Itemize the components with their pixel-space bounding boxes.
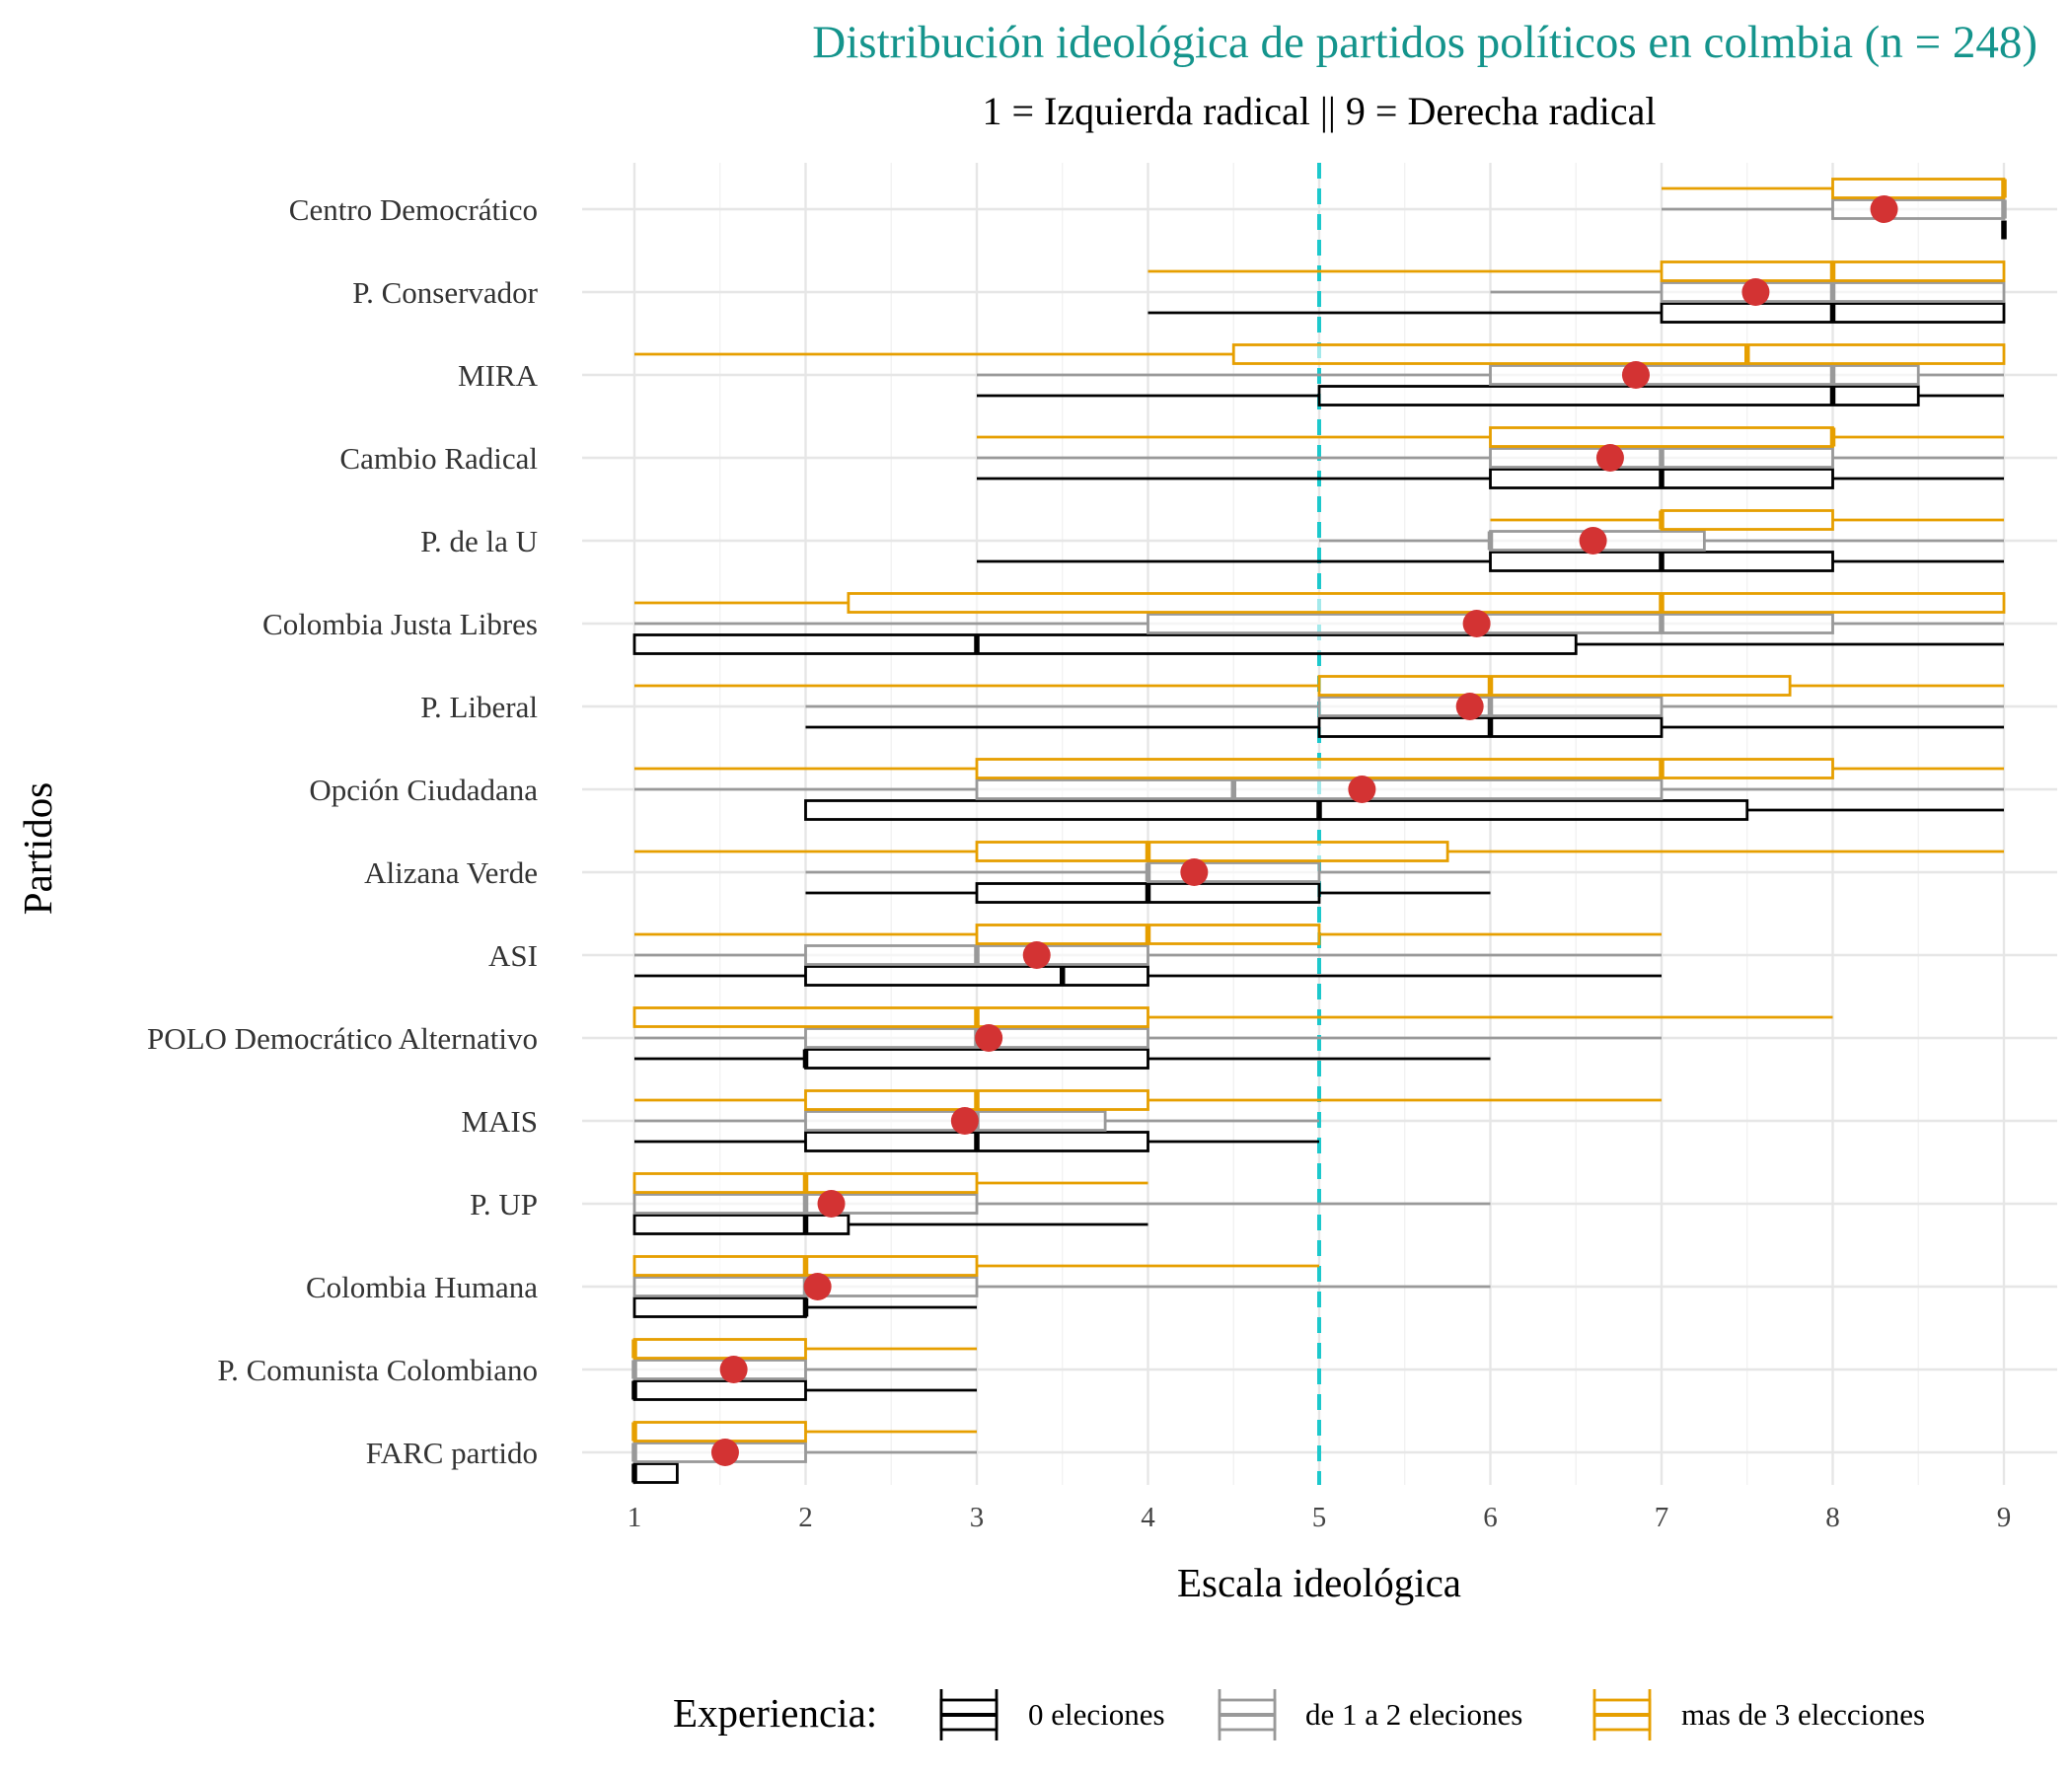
legend-entry: mas de 3 elecciones: [1592, 1689, 1925, 1740]
x-tick-label: 7: [1655, 1502, 1669, 1533]
mean-point: [710, 1439, 739, 1466]
party-labels: Centro Democrático P. Conservador MIRA Camb…: [147, 192, 539, 1470]
party-label: Alizana Verde: [364, 855, 538, 890]
mean-point: [1621, 361, 1650, 389]
box: [804, 965, 1149, 987]
party-boxplot-group: [634, 758, 2004, 821]
x-tick-label: 1: [628, 1502, 642, 1533]
party-label: Cambio Radical: [339, 441, 538, 476]
party-boxplot-group: [632, 592, 2006, 655]
party-boxplot-group: [634, 675, 2004, 738]
party-boxplot-group: [634, 924, 1662, 987]
box: [632, 1421, 807, 1443]
party-label: P. Conservador: [352, 275, 538, 310]
party-boxplot-group: [632, 1255, 1491, 1318]
party-boxplot-group: [632, 1172, 1491, 1235]
mean-point: [1022, 941, 1051, 969]
party-boxplot-group: [632, 1006, 1833, 1070]
box: [632, 1462, 679, 1484]
x-tick-label: 2: [798, 1502, 813, 1533]
party-label: Colombia Justa Libres: [262, 607, 538, 641]
box: [632, 1338, 807, 1360]
x-axis-title: Escala ideológica: [1177, 1560, 1461, 1605]
party-boxplot-group: [977, 426, 2004, 489]
party-label: MAIS: [461, 1104, 538, 1139]
box: [1147, 861, 1321, 883]
x-tick-label: 5: [1312, 1502, 1327, 1533]
box: [1231, 343, 2006, 365]
box: [975, 841, 1449, 862]
mean-point: [1870, 195, 1898, 223]
mean-point: [803, 1273, 832, 1300]
mean-point: [719, 1356, 748, 1383]
party-boxplot-group: [634, 343, 2006, 407]
mean-point: [950, 1107, 979, 1135]
party-label: FARC partido: [366, 1436, 538, 1470]
party-label: Opción Ciudadana: [309, 773, 538, 807]
box: [1317, 385, 1920, 407]
party-boxplot-group: [631, 1421, 977, 1484]
mean-point: [1741, 278, 1770, 306]
mean-point: [1595, 444, 1624, 472]
x-tick-label: 6: [1483, 1502, 1498, 1533]
box: [1489, 426, 1834, 448]
mean-point: [1348, 776, 1376, 803]
mean-point: [1579, 527, 1607, 555]
legend-label: 0 eleciones: [1028, 1697, 1165, 1732]
mean-point: [1455, 693, 1484, 720]
mean-points: [710, 195, 1898, 1466]
y-axis-title: Partidos: [15, 782, 60, 915]
party-label: P. UP: [470, 1187, 538, 1221]
chart-subtitle: 1 = Izquierda radical || 9 = Derecha rad…: [983, 89, 1657, 133]
party-label: P. de la U: [420, 524, 538, 558]
chart-title: Distribución ideológica de partidos polí…: [812, 17, 2037, 68]
box: [1317, 675, 1792, 697]
mean-point: [1180, 858, 1209, 886]
party-boxplot-group: [634, 841, 2004, 904]
box: [1660, 509, 1834, 531]
party-boxplot-group: [631, 1338, 977, 1401]
x-tick-labels: 1 2 3 4 5 6 7 8 9: [628, 1502, 2012, 1533]
box: [804, 1048, 1149, 1070]
party-label: ASI: [488, 938, 538, 973]
box: [1489, 364, 1920, 386]
box: [847, 592, 2006, 614]
box: [632, 1214, 851, 1235]
legend-label: de 1 a 2 eleciones: [1305, 1697, 1522, 1732]
mean-point: [817, 1190, 846, 1218]
box: [632, 1296, 807, 1318]
mean-point: [975, 1024, 1003, 1052]
party-label: Colombia Humana: [306, 1270, 538, 1304]
party-label: MIRA: [458, 358, 539, 393]
x-tick-label: 9: [1997, 1502, 2012, 1533]
legend-title: Experiencia:: [673, 1690, 877, 1736]
party-label: POLO Democrático Alternativo: [147, 1021, 538, 1056]
box: [975, 758, 1834, 779]
box: [1831, 198, 2006, 220]
box: [632, 633, 1578, 655]
party-boxplot-group: [977, 509, 2004, 572]
box: [975, 778, 1664, 800]
box: [632, 1006, 1149, 1028]
x-tick-label: 3: [970, 1502, 985, 1533]
legend-entry: de 1 a 2 eleciones: [1218, 1689, 1522, 1740]
party-label: P. Liberal: [420, 690, 538, 724]
legend: Experiencia: 0 eleciones de 1 a 2 elecion…: [673, 1689, 1925, 1740]
party-boxplot-group: [1147, 260, 2006, 324]
party-label: Centro Democrático: [289, 192, 538, 227]
mean-point: [1462, 610, 1491, 637]
legend-label: mas de 3 elecciones: [1681, 1697, 1925, 1732]
legend-entry: 0 eleciones: [939, 1689, 1165, 1740]
party-label: P. Comunista Colombiano: [217, 1353, 538, 1387]
box: [804, 799, 1749, 821]
box: [1831, 178, 2006, 199]
box: [632, 1379, 807, 1401]
x-tick-label: 8: [1825, 1502, 1840, 1533]
x-tick-label: 4: [1141, 1502, 1155, 1533]
